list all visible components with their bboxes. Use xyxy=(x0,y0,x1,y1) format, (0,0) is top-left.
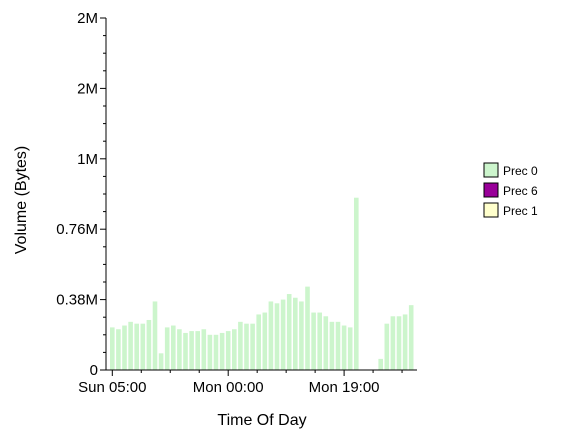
axes xyxy=(105,18,417,371)
bar xyxy=(408,305,414,370)
y-tick-label: 1M xyxy=(77,151,98,168)
x-axis-title: Time Of Day xyxy=(217,412,306,429)
bar xyxy=(250,323,255,370)
bar xyxy=(146,319,152,370)
bar xyxy=(268,301,274,370)
bar xyxy=(238,321,243,370)
bar xyxy=(262,312,268,370)
bar xyxy=(128,321,133,370)
bar xyxy=(171,325,176,370)
bar xyxy=(390,316,396,370)
bar xyxy=(158,353,164,370)
y-tick-label: 2M xyxy=(77,80,98,97)
bar xyxy=(110,327,115,370)
bar xyxy=(305,286,310,370)
legend: Prec 0 Prec 6 Prec 1 xyxy=(483,162,538,218)
bar xyxy=(232,329,237,370)
bar xyxy=(207,334,213,370)
bar xyxy=(219,332,225,370)
y-tick-label: 0.38M xyxy=(56,292,98,309)
bar xyxy=(286,294,292,370)
legend-label: Prec 0 xyxy=(503,164,538,178)
legend-swatch xyxy=(483,162,499,178)
bar xyxy=(116,329,121,370)
bar xyxy=(177,329,182,370)
bar xyxy=(183,332,188,370)
bar xyxy=(347,327,353,370)
bar xyxy=(140,323,146,370)
bar xyxy=(354,197,359,370)
bar xyxy=(122,325,127,370)
bar xyxy=(299,301,304,370)
y-tick-label: 2M xyxy=(77,10,98,27)
bar xyxy=(341,325,347,370)
bar-group xyxy=(110,197,414,370)
y-tick-label: 0 xyxy=(90,362,98,379)
bar xyxy=(195,331,200,370)
bar xyxy=(134,323,139,370)
bar xyxy=(323,316,329,370)
bar xyxy=(280,299,286,370)
legend-label: Prec 6 xyxy=(503,184,538,198)
bar xyxy=(213,334,219,370)
x-axis-ticks: Sun 05:00 Mon 00:00 Mon 19:00 xyxy=(78,370,403,396)
x-tick-label: Mon 00:00 xyxy=(193,379,264,396)
bar xyxy=(225,331,231,370)
bar xyxy=(317,312,322,370)
y-axis-ticks: 0 0.38M 0.76M 1M 2M 2M xyxy=(56,10,106,379)
bar xyxy=(189,331,194,370)
bar xyxy=(244,323,249,370)
bar xyxy=(293,297,298,370)
bar xyxy=(329,321,335,370)
y-axis-title: Volume (Bytes) xyxy=(13,146,30,254)
bar xyxy=(396,316,402,370)
bar xyxy=(164,327,170,370)
bar xyxy=(311,312,316,370)
legend-swatch xyxy=(483,182,499,198)
x-tick-label: Mon 19:00 xyxy=(309,379,380,396)
bar xyxy=(384,323,390,370)
y-tick-label: 0.76M xyxy=(56,221,98,238)
legend-swatch xyxy=(483,202,499,218)
bar xyxy=(378,358,383,370)
legend-label: Prec 1 xyxy=(503,204,538,218)
bar xyxy=(402,314,408,370)
bar xyxy=(274,303,280,370)
x-tick-label: Sun 05:00 xyxy=(78,379,146,396)
bar xyxy=(256,314,261,370)
bar xyxy=(335,321,341,370)
bar xyxy=(152,301,158,370)
bar xyxy=(201,329,207,370)
